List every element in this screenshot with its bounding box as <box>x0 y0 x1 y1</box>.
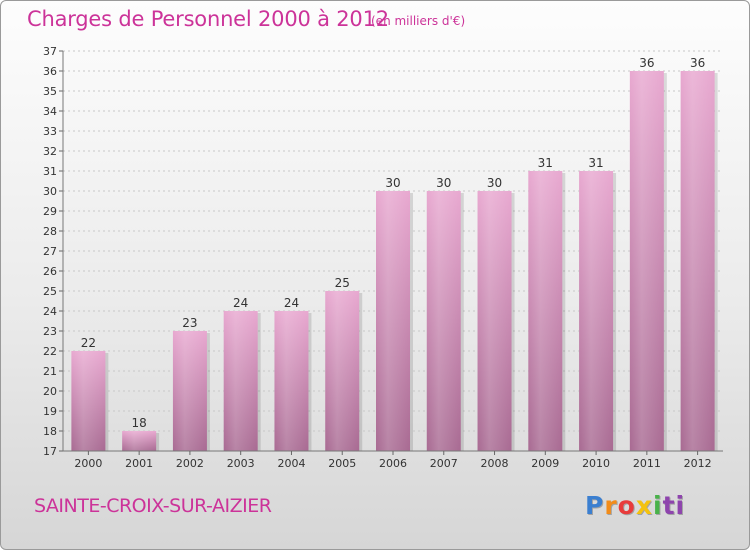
bar-value-label: 31 <box>588 156 603 170</box>
x-tick-label: 2005 <box>328 457 356 470</box>
x-tick-label: 2012 <box>684 457 712 470</box>
y-tick-label: 30 <box>43 185 57 198</box>
y-axis: 17 18 19 20 21 22 23 24 25 26 27 28 29 30 31 32 33 34 35 36… <box>43 45 64 458</box>
bar-highlight <box>629 71 664 451</box>
bar-highlight <box>477 191 512 451</box>
x-tick-label: 2004 <box>277 457 305 470</box>
x-tick-label: 2007 <box>430 457 458 470</box>
y-tick-label: 28 <box>43 225 57 238</box>
y-tick-label: 18 <box>43 425 57 438</box>
data-labels: 22 18 23 24 24 25 30 30 30 31 31 36 36 <box>81 56 706 430</box>
y-tick-label: 36 <box>43 65 57 78</box>
x-tick-label: 2011 <box>633 457 661 470</box>
y-tick-label: 26 <box>43 265 57 278</box>
y-tick-label: 19 <box>43 405 57 418</box>
x-tick-label: 2000 <box>74 457 102 470</box>
bar-highlight <box>172 331 207 451</box>
logo-letter: P <box>585 491 605 520</box>
bar-highlight <box>376 191 410 451</box>
x-tick-label: 2002 <box>176 457 204 470</box>
bar-highlight <box>274 311 309 451</box>
y-tick-label: 23 <box>43 325 57 338</box>
bar-highlight <box>680 71 715 451</box>
y-tick-label: 32 <box>43 145 57 158</box>
bar-highlight <box>71 351 106 451</box>
x-tick-label: 2001 <box>125 457 153 470</box>
x-tick-label: 2006 <box>379 457 407 470</box>
bar-value-label: 23 <box>182 316 197 330</box>
bar-value-label: 30 <box>436 176 451 190</box>
bar-value-label: 36 <box>639 56 654 70</box>
bar-highlight <box>325 291 360 451</box>
y-tick-label: 27 <box>43 245 57 258</box>
logo-letter: r <box>604 491 618 520</box>
bar-value-label: 18 <box>132 416 147 430</box>
logo-letter: x <box>635 491 653 520</box>
x-tick-label: 2008 <box>481 457 509 470</box>
x-tick-label: 2010 <box>582 457 610 470</box>
bar-value-label: 31 <box>538 156 553 170</box>
bar-highlight <box>528 171 563 451</box>
x-tick-label: 2009 <box>531 457 559 470</box>
bar-value-label: 30 <box>385 176 400 190</box>
bar-highlight <box>579 171 614 451</box>
bar-value-label: 22 <box>81 336 96 350</box>
bar-value-label: 36 <box>690 56 705 70</box>
y-tick-label: 24 <box>43 305 57 318</box>
bar-value-label: 24 <box>233 296 248 310</box>
y-tick-label: 31 <box>43 165 57 178</box>
y-tick-label: 21 <box>43 365 57 378</box>
bar-value-label: 30 <box>487 176 502 190</box>
bar-value-label: 24 <box>284 296 299 310</box>
bars <box>71 71 718 451</box>
bar-highlight <box>122 431 157 451</box>
y-tick-label: 29 <box>43 205 57 218</box>
x-tick-label: 2003 <box>227 457 255 470</box>
y-tick-label: 25 <box>43 285 57 298</box>
x-axis: 2000 2001 2002 2003 2004 2005 2006 2007 2008 2009… <box>63 450 723 470</box>
chart-title: Charges de Personnel 2000 à 2012 <box>27 7 389 31</box>
logo-letter: o <box>617 491 636 520</box>
logo-letter: i <box>653 491 663 520</box>
chart-subtitle: (en milliers d'€) <box>371 14 466 28</box>
logo-letter: ti <box>662 491 686 520</box>
bar-value-label: 25 <box>335 276 350 290</box>
y-tick-label: 35 <box>43 85 57 98</box>
y-tick-label: 33 <box>43 125 57 138</box>
y-tick-label: 37 <box>43 45 57 58</box>
y-tick-label: 17 <box>43 445 57 458</box>
commune-name: SAINTE-CROIX-SUR-AIZIER <box>34 495 272 517</box>
y-tick-label: 34 <box>43 105 57 118</box>
bar-highlight <box>223 311 258 451</box>
bar-highlight <box>426 191 461 451</box>
y-tick-label: 20 <box>43 385 57 398</box>
y-tick-label: 22 <box>43 345 57 358</box>
proxiti-logo: Proxiti <box>585 491 685 520</box>
